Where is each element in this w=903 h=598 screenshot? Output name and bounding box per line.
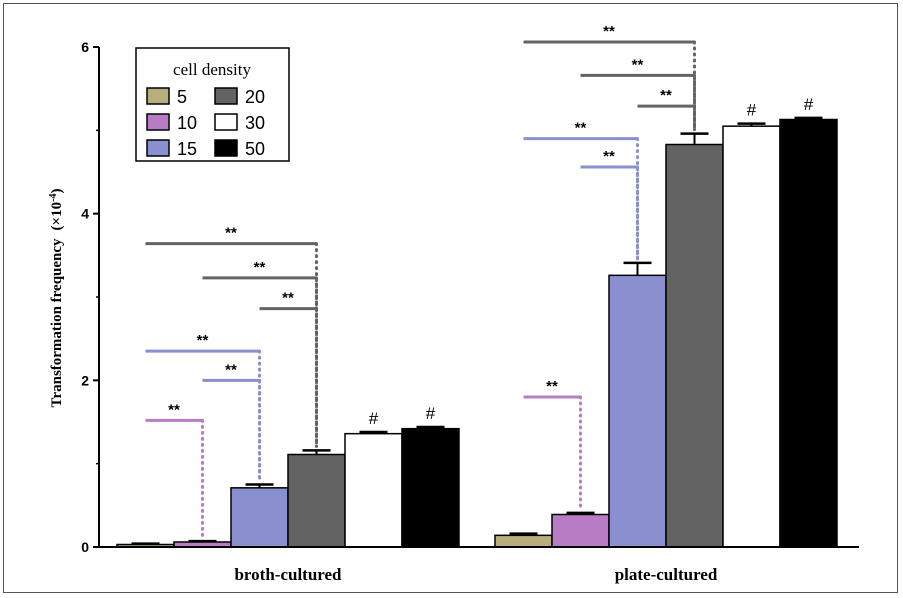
significance-label: ** (603, 148, 615, 165)
significance-label: ** (225, 225, 237, 242)
significance-label: ** (603, 23, 615, 40)
bars-layer (116, 118, 838, 548)
significance-label: ** (546, 378, 558, 395)
legend-label: 10 (177, 113, 197, 133)
legend-swatch (146, 87, 170, 105)
legend-label: 30 (245, 113, 265, 133)
bar (287, 453, 346, 548)
x-category-labels: broth-cultured plate-cultured (234, 565, 717, 584)
significance-label: ** (197, 332, 209, 349)
bar (551, 513, 610, 548)
significance-label: ** (575, 120, 587, 137)
significance-hash: # (426, 404, 436, 423)
legend-title: cell density (173, 60, 251, 79)
significance-label: ** (660, 87, 672, 104)
y-tick-label: 2 (81, 372, 89, 388)
legend-label: 20 (245, 87, 265, 107)
significance-layer: ** ** ** ** ** ** ** ** ** ** ** ** (145, 23, 696, 539)
legend-swatch (214, 139, 238, 157)
legend-label: 5 (177, 87, 187, 107)
x-category-label: broth-cultured (234, 565, 342, 584)
significance-label: ** (168, 401, 180, 418)
significance-hash: # (804, 95, 814, 114)
bar (665, 143, 724, 548)
y-tick-label: 0 (81, 539, 89, 555)
legend-swatch (214, 113, 238, 131)
y-axis-label: Transformation frequency(×10-4) (48, 189, 66, 408)
significance-label: ** (632, 56, 644, 73)
legend-label: 50 (245, 139, 265, 159)
bar (344, 432, 403, 548)
legend: cell density 5 10 15 20 30 50 (135, 47, 290, 162)
x-category-label: plate-cultured (615, 565, 718, 584)
significance-label: ** (225, 361, 237, 378)
significance-label: ** (282, 290, 294, 307)
significance-hash: # (369, 409, 379, 428)
y-tick-label: 6 (81, 39, 89, 55)
bar (401, 427, 460, 548)
bar (608, 274, 667, 548)
bar (494, 534, 553, 548)
legend-label: 15 (177, 139, 197, 159)
significance-label: ** (254, 259, 266, 276)
bar (779, 118, 838, 548)
y-ticks-layer: 0 2 4 6 (81, 39, 99, 555)
bar (722, 125, 781, 548)
significance-hash: # (747, 101, 757, 120)
error-bars-layer: # # # # (131, 95, 823, 545)
legend-swatch (146, 113, 170, 131)
legend-swatch (146, 139, 170, 157)
legend-swatch (214, 87, 238, 105)
figure-frame (3, 3, 898, 593)
y-tick-label: 4 (81, 206, 89, 222)
bar (230, 487, 289, 548)
